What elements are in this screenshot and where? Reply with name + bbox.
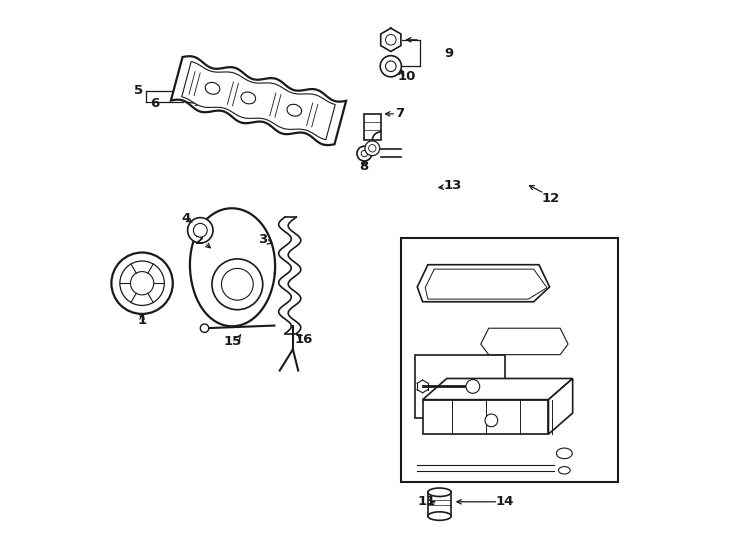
Text: 4: 4 bbox=[181, 212, 191, 225]
Polygon shape bbox=[423, 379, 573, 400]
Polygon shape bbox=[182, 62, 335, 140]
Ellipse shape bbox=[287, 104, 302, 116]
Text: 2: 2 bbox=[195, 234, 204, 247]
Text: 7: 7 bbox=[395, 107, 404, 120]
Text: 1: 1 bbox=[137, 314, 147, 327]
Text: 8: 8 bbox=[360, 160, 369, 173]
Circle shape bbox=[222, 268, 253, 300]
Polygon shape bbox=[381, 28, 401, 51]
Text: 5: 5 bbox=[134, 84, 143, 97]
Polygon shape bbox=[190, 208, 275, 326]
Polygon shape bbox=[425, 269, 547, 299]
Text: 10: 10 bbox=[398, 70, 416, 83]
Text: 14: 14 bbox=[495, 495, 514, 508]
Circle shape bbox=[365, 141, 379, 156]
Ellipse shape bbox=[428, 488, 451, 496]
Text: 6: 6 bbox=[150, 97, 159, 110]
Polygon shape bbox=[423, 400, 548, 434]
Ellipse shape bbox=[206, 83, 219, 94]
Ellipse shape bbox=[428, 512, 451, 521]
Circle shape bbox=[212, 259, 263, 309]
Text: 11: 11 bbox=[417, 495, 435, 508]
Polygon shape bbox=[417, 265, 550, 302]
Circle shape bbox=[120, 261, 164, 306]
Circle shape bbox=[466, 380, 480, 393]
Text: 3: 3 bbox=[258, 233, 267, 246]
Bar bbox=[401, 238, 618, 482]
Text: 16: 16 bbox=[294, 333, 313, 346]
Polygon shape bbox=[481, 328, 568, 355]
Text: 12: 12 bbox=[542, 192, 560, 205]
Ellipse shape bbox=[556, 448, 573, 458]
Bar bbox=[415, 355, 504, 418]
Circle shape bbox=[112, 253, 172, 314]
Circle shape bbox=[194, 224, 207, 237]
Circle shape bbox=[385, 61, 396, 71]
Ellipse shape bbox=[559, 467, 570, 474]
Polygon shape bbox=[548, 379, 573, 434]
Circle shape bbox=[357, 146, 371, 161]
Text: 15: 15 bbox=[223, 335, 241, 348]
Ellipse shape bbox=[241, 92, 255, 104]
Bar bbox=[364, 114, 381, 140]
Circle shape bbox=[361, 151, 368, 157]
Polygon shape bbox=[171, 56, 346, 145]
Text: 13: 13 bbox=[443, 179, 462, 192]
Circle shape bbox=[380, 56, 401, 77]
Circle shape bbox=[368, 145, 376, 152]
Bar bbox=[428, 492, 451, 516]
Circle shape bbox=[188, 218, 213, 243]
Circle shape bbox=[200, 324, 208, 333]
Text: 9: 9 bbox=[445, 46, 454, 59]
Circle shape bbox=[131, 272, 153, 295]
Circle shape bbox=[385, 35, 396, 45]
Circle shape bbox=[485, 414, 498, 427]
